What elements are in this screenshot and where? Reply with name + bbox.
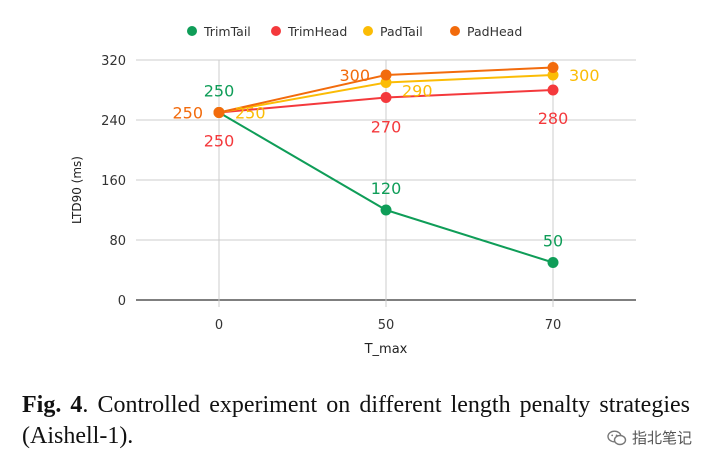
legend-label-trimhead: TrimHead (287, 24, 347, 39)
wechat-icon (607, 429, 627, 445)
y-tick-label: 320 (101, 54, 126, 69)
data-label-trimtail: 250 (204, 82, 235, 101)
data-labels: 250 120 50 250 270 280 250 290 300 250 300 (172, 66, 599, 251)
data-label-trimtail: 120 (371, 179, 402, 198)
data-label-padhead: 250 (172, 104, 203, 123)
data-label-padhead: 300 (339, 66, 370, 85)
legend-marker-trimhead (271, 26, 281, 36)
figure-label: Fig. 4 (22, 392, 83, 418)
x-axis: 0 50 70 (215, 318, 561, 333)
data-label-padtail: 300 (569, 66, 600, 85)
y-tick-label: 240 (101, 114, 126, 129)
y-tick-label: 80 (109, 234, 126, 249)
figure-caption: Fig. 4. Controlled experiment on differe… (22, 390, 690, 452)
data-label-padtail: 250 (235, 104, 266, 123)
x-tick-label: 50 (378, 318, 395, 333)
data-point-trimhead (380, 92, 392, 103)
x-axis-title: T_max (364, 342, 408, 357)
y-tick-label: 0 (118, 294, 126, 309)
data-point-padhead (213, 107, 225, 118)
watermark: 指北笔记 (607, 427, 692, 448)
series-points (213, 62, 559, 268)
data-label-trimtail: 50 (543, 232, 563, 251)
x-tick-label: 70 (545, 318, 562, 333)
watermark-text: 指北笔记 (631, 429, 692, 447)
legend-marker-padtail (363, 26, 373, 36)
data-point-padhead (380, 69, 392, 81)
chart-grid (136, 59, 636, 307)
data-label-trimhead: 270 (371, 118, 402, 137)
chart-legend: TrimTail TrimHead PadTail PadHead (187, 24, 522, 39)
data-label-trimhead: 250 (204, 132, 235, 151)
legend-label-trimtail: TrimTail (203, 24, 251, 39)
data-point-trimhead (547, 84, 559, 96)
legend-label-padhead: PadHead (467, 24, 522, 39)
y-tick-label: 160 (101, 174, 126, 189)
y-axis-title: LTD90 (ms) (70, 156, 84, 224)
caption-text: . Controlled experiment on different len… (22, 392, 690, 449)
data-label-trimhead: 280 (538, 109, 569, 128)
legend-label-padtail: PadTail (380, 24, 423, 39)
legend-marker-trimtail (187, 26, 197, 36)
legend-marker-padhead (450, 26, 460, 36)
data-point-trimtail (547, 257, 559, 268)
y-axis: 0 80 160 240 320 (101, 54, 126, 309)
x-tick-label: 0 (215, 318, 223, 333)
data-label-padtail: 290 (402, 82, 433, 101)
data-point-padhead (547, 62, 559, 73)
data-point-trimtail (380, 204, 392, 216)
line-chart: TrimTail TrimHead PadTail PadHead 0 80 160 240… (70, 24, 636, 357)
